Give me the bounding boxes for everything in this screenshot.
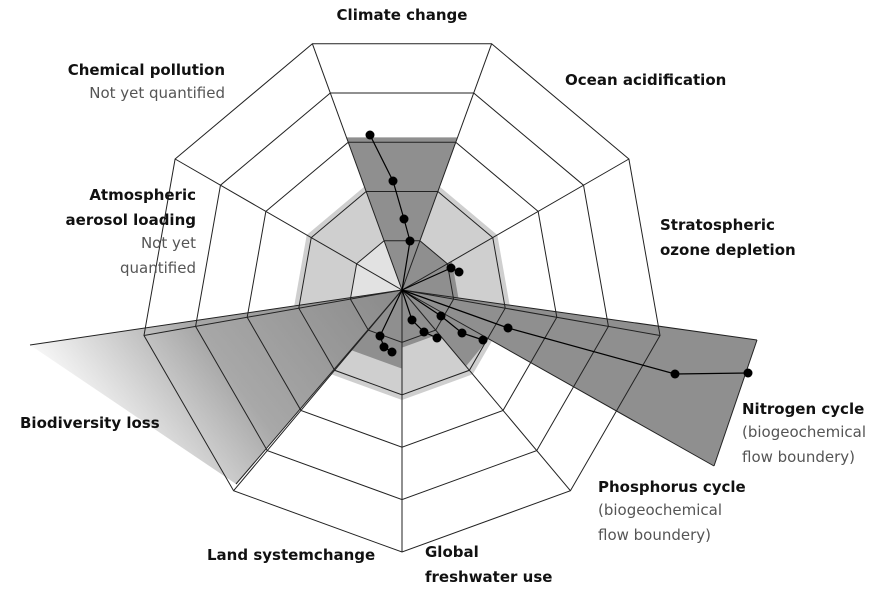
ring <box>298 191 506 396</box>
label-name: Nitrogen cycle <box>742 400 864 418</box>
data-dot <box>446 263 456 273</box>
label-name: aerosol loading <box>66 211 196 229</box>
label-name: Stratospheric <box>660 216 775 234</box>
freshwater-wedge <box>402 290 440 348</box>
label-note: quantified <box>120 259 196 277</box>
data-dot <box>436 311 446 321</box>
biodiversity-wedge <box>30 290 402 484</box>
ring <box>195 92 609 501</box>
label-note: (biogeochemical <box>742 423 866 441</box>
data-points <box>369 134 749 375</box>
data-dot <box>365 130 375 140</box>
label-name: Phosphorus cycle <box>598 478 746 496</box>
label-name: Climate change <box>337 6 468 24</box>
dots <box>365 130 753 379</box>
spoke <box>143 289 403 336</box>
label-name: Global <box>425 543 479 561</box>
spoke <box>311 43 403 291</box>
label-name: Biodiversity loss <box>20 414 160 432</box>
spoke <box>401 289 571 492</box>
bio-edge <box>235 289 403 485</box>
freshwater-line <box>401 289 438 339</box>
data-dot <box>670 369 680 379</box>
label-note: (biogeochemical <box>598 501 722 519</box>
data-dot <box>388 176 398 186</box>
label-note: flow boundery) <box>598 526 711 544</box>
data-dot <box>457 328 467 338</box>
bio-edge <box>29 289 403 346</box>
label-name: freshwater use <box>425 568 552 586</box>
data-dot <box>503 323 513 333</box>
label-note: flow boundery) <box>742 448 855 466</box>
data-dot <box>387 347 397 357</box>
label-name: Chemical pollution <box>68 61 225 79</box>
data-dot <box>419 327 429 337</box>
label-name: Atmospheric <box>89 186 196 204</box>
data-dot <box>407 315 417 325</box>
labels: Climate change Ocean acidification Chemica… <box>20 6 866 586</box>
data-dot <box>478 335 488 345</box>
phosphorus-line <box>401 289 484 341</box>
label-name: Ocean acidification <box>565 71 726 89</box>
data-dot <box>379 342 389 352</box>
label-name: Land systemchange <box>207 546 375 564</box>
ocean-wedge <box>402 240 448 290</box>
grid <box>29 43 758 553</box>
label-name: ozone depletion <box>660 241 796 259</box>
data-dot <box>743 368 753 378</box>
ring <box>246 141 558 448</box>
nitrogen-edge <box>713 339 758 467</box>
spoke <box>174 158 403 291</box>
spoke <box>401 289 661 336</box>
spoke <box>401 43 493 291</box>
data-dot <box>375 331 385 341</box>
land-line <box>379 289 403 353</box>
data-dot <box>399 214 409 224</box>
nitrogen-line <box>401 289 749 375</box>
data-dot <box>405 236 415 246</box>
data-dot <box>432 333 442 343</box>
nitrogen-edge <box>401 289 715 467</box>
data-dot <box>454 267 464 277</box>
ring <box>349 240 455 343</box>
label-note: Not yet quantified <box>89 84 225 102</box>
nitrogen-edge <box>401 289 758 341</box>
label-note: Not yet <box>141 234 196 252</box>
ring <box>143 43 661 553</box>
spoke <box>401 158 630 291</box>
phosphorus-wedge <box>402 290 490 367</box>
